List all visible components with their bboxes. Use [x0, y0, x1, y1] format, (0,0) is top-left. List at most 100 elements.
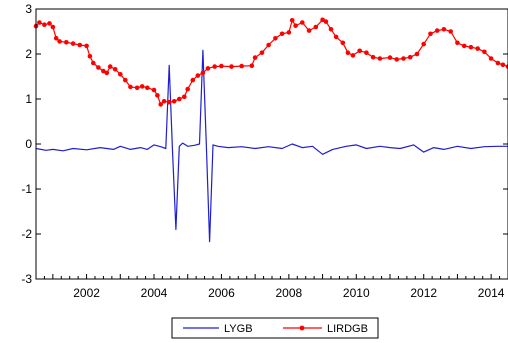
- data-point-lirdgb: [77, 42, 83, 48]
- data-point-lirdgb: [166, 99, 172, 105]
- data-point-lirdgb: [407, 54, 413, 60]
- data-point-lirdgb: [401, 56, 406, 61]
- axis-layer: 3 2 1 0 -1 -2 -3 2002 2004 2006 2008 2010 2012 2014: [21, 2, 508, 300]
- series-layer: [33, 17, 508, 243]
- data-point-lirdgb: [182, 94, 187, 100]
- data-point-lirdgb: [177, 96, 182, 102]
- data-point-lirdgb: [145, 85, 150, 91]
- data-point-lirdgb: [239, 63, 244, 69]
- data-point-lirdgb: [313, 24, 319, 30]
- data-point-lirdgb: [118, 72, 123, 77]
- data-point-lirdgb: [387, 55, 393, 60]
- data-point-lirdgb: [252, 55, 258, 60]
- data-point-lirdgb: [47, 21, 52, 26]
- data-point-lirdgb: [112, 67, 118, 72]
- data-point-lirdgb: [42, 22, 47, 28]
- data-point-lirdgb: [249, 63, 255, 68]
- data-point-lirdgb: [394, 57, 400, 62]
- data-point-lirdgb: [70, 41, 76, 46]
- data-point-lirdgb: [158, 102, 163, 107]
- data-point-lirdgb: [500, 62, 506, 68]
- data-point-lirdgb: [266, 42, 271, 48]
- data-point-lirdgb: [289, 18, 295, 23]
- x-tick-label: 2012: [410, 286, 437, 300]
- y-tick-label: 3: [25, 2, 32, 16]
- data-point-lirdgb: [91, 60, 96, 66]
- data-point-lirdgb: [461, 43, 467, 49]
- data-point-lirdgb: [195, 73, 201, 78]
- data-point-lirdgb: [421, 41, 427, 47]
- data-point-lirdgb: [448, 29, 454, 34]
- y-tick-label: 2: [25, 47, 32, 61]
- data-point-lirdgb: [333, 34, 339, 40]
- data-point-lirdgb: [200, 70, 206, 76]
- data-point-lirdgb: [57, 39, 62, 44]
- x-tick-label: 2008: [276, 286, 303, 300]
- data-point-lirdgb: [96, 65, 101, 70]
- data-point-lirdgb: [323, 19, 329, 24]
- legend-marker-lirdgb: [299, 325, 305, 331]
- data-point-lirdgb: [345, 50, 351, 55]
- data-point-lirdgb: [428, 31, 433, 37]
- data-point-lirdgb: [286, 30, 292, 35]
- data-point-lirdgb: [482, 49, 487, 55]
- x-tick-label: 2010: [343, 286, 370, 300]
- data-point-lirdgb: [219, 63, 224, 69]
- data-point-lirdgb: [357, 48, 363, 54]
- data-point-lirdgb: [107, 64, 113, 69]
- data-point-lirdgb: [64, 40, 69, 45]
- data-point-lirdgb: [364, 50, 369, 55]
- data-point-lirdgb: [370, 54, 376, 60]
- data-point-lirdgb: [212, 64, 217, 69]
- data-point-lirdgb: [151, 87, 157, 93]
- data-point-lirdgb: [455, 40, 460, 46]
- y-tick-label: 1: [25, 92, 32, 106]
- data-point-lirdgb: [328, 27, 334, 32]
- data-point-lirdgb: [101, 68, 106, 74]
- data-point-lirdgb: [475, 46, 481, 51]
- data-point-lirdgb: [185, 86, 190, 92]
- data-point-lirdgb: [155, 93, 160, 98]
- data-point-lirdgb: [123, 77, 128, 83]
- data-point-lirdgb: [161, 99, 167, 104]
- data-point-lirdgb: [205, 66, 211, 71]
- data-point-lirdgb: [340, 40, 346, 46]
- data-point-lirdgb: [434, 28, 440, 33]
- data-point-lirdgb: [377, 56, 383, 61]
- y-tick-label: -3: [21, 272, 32, 286]
- data-point-lirdgb: [190, 77, 196, 83]
- data-point-lirdgb: [104, 70, 110, 76]
- legend-box: [171, 317, 379, 339]
- data-point-lirdgb: [306, 28, 312, 33]
- y-tick-label: -1: [21, 182, 32, 196]
- data-point-lirdgb: [84, 43, 89, 49]
- series-line-lygb: [35, 49, 508, 243]
- x-tick-label: 2002: [73, 286, 100, 300]
- x-tick-label: 2006: [208, 286, 235, 300]
- data-point-lirdgb: [273, 36, 278, 41]
- data-point-lirdgb: [350, 53, 356, 58]
- data-point-lirdgb: [293, 23, 298, 29]
- data-point-lirdgb: [128, 84, 133, 90]
- data-point-lirdgb: [229, 64, 234, 69]
- data-point-lirdgb: [488, 56, 494, 61]
- data-point-lirdgb: [139, 84, 145, 89]
- data-point-lirdgb: [495, 60, 501, 66]
- legend-label-lirdgb: LIRDGB: [327, 323, 368, 335]
- data-point-lirdgb: [37, 20, 42, 25]
- data-point-lirdgb: [300, 20, 305, 25]
- data-point-lirdgb: [259, 50, 265, 55]
- legend-label-lygb: LYGB: [224, 323, 253, 335]
- data-point-lirdgb: [53, 36, 59, 41]
- y-tick-label: -2: [21, 227, 32, 241]
- data-point-lirdgb: [50, 24, 56, 30]
- data-point-lirdgb: [468, 44, 474, 50]
- data-point-lirdgb: [171, 99, 177, 104]
- x-tick-label: 2014: [478, 286, 505, 300]
- y-tick-label: 0: [25, 137, 32, 151]
- data-point-lirdgb: [505, 64, 508, 69]
- data-point-lirdgb: [441, 27, 447, 32]
- data-point-lirdgb: [279, 31, 285, 37]
- data-point-lirdgb: [87, 53, 93, 59]
